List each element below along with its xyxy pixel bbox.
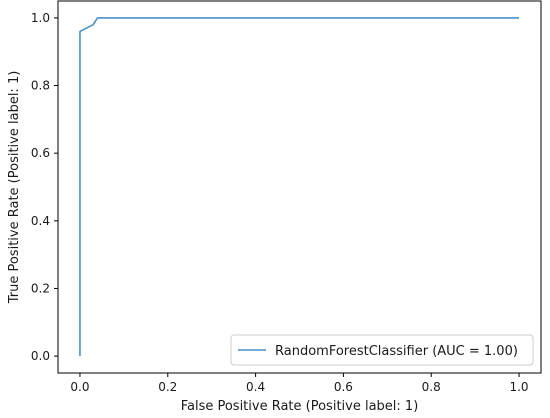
y-tick-label: 0.2 [31, 281, 50, 295]
x-tick-label: 0.8 [422, 380, 441, 394]
x-tick-label: 0.6 [334, 380, 353, 394]
y-tick-label: 0.8 [31, 79, 50, 93]
x-axis-ticks: 0.0 0.2 0.4 0.6 0.8 1.0 [70, 373, 529, 394]
y-tick-label: 0.4 [31, 214, 50, 228]
legend-box [230, 334, 534, 366]
x-axis-label: False Positive Rate (Positive label: 1) [181, 399, 419, 414]
roc-curve-line [79, 17, 520, 357]
y-tick-label: 1.0 [31, 11, 50, 25]
legend: RandomForestClassifier (AUC = 1.00) [230, 334, 534, 366]
x-tick-label: 0.0 [70, 380, 89, 394]
y-axis-ticks: 0.0 0.2 0.4 0.6 0.8 1.0 [31, 11, 58, 363]
plot-frame [57, 0, 542, 374]
x-tick-label: 0.4 [246, 380, 265, 394]
x-tick-label: 1.0 [509, 380, 528, 394]
y-tick-label: 0.0 [31, 349, 50, 363]
legend-label: RandomForestClassifier (AUC = 1.00) [275, 344, 518, 359]
x-tick-label: 0.2 [158, 380, 177, 394]
y-tick-label: 0.6 [31, 146, 50, 160]
plot-area [58, 1, 541, 373]
y-axis-label: True Positive Rate (Positive label: 1) [7, 71, 22, 305]
series-layer [79, 17, 520, 357]
